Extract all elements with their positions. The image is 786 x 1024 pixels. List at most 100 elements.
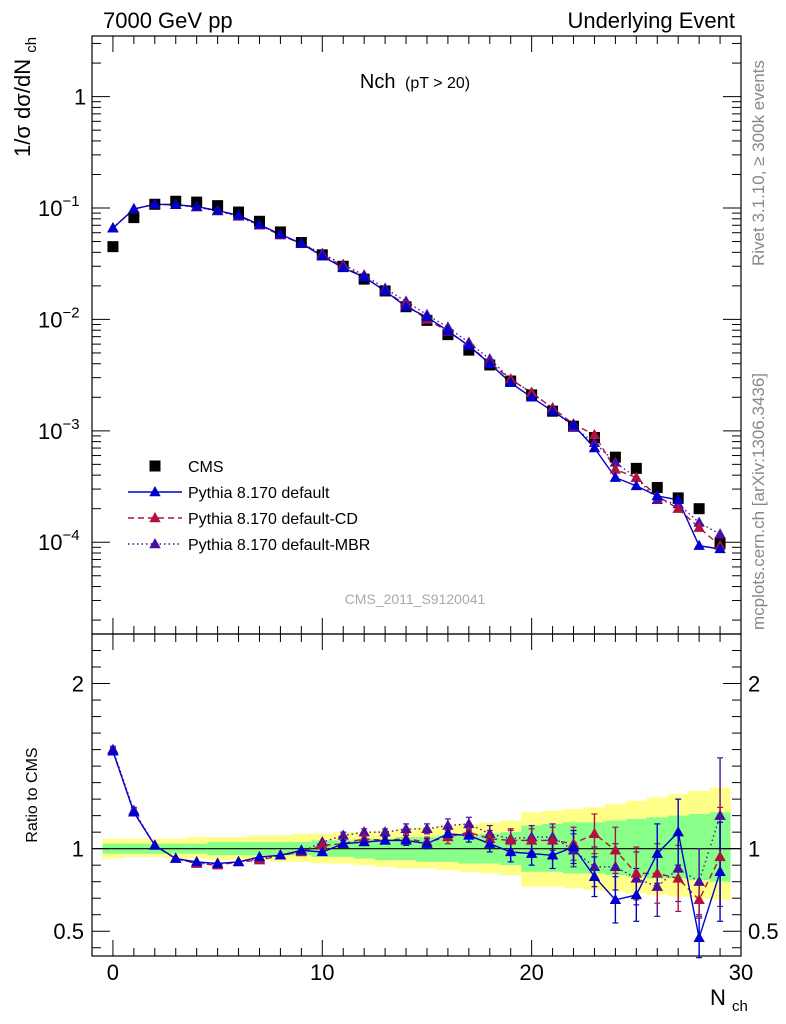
mc-point <box>253 218 266 229</box>
cms-point <box>107 241 119 253</box>
ratio-point <box>609 844 622 855</box>
x-axis-label-sub: ch <box>732 998 748 1015</box>
ratio-point <box>567 841 580 852</box>
mc-point <box>630 471 643 482</box>
mc-point <box>316 250 328 261</box>
mc-point <box>588 436 601 448</box>
mc-point <box>693 539 705 550</box>
ratio-point <box>400 822 412 834</box>
main-y-axis-label-sub: ch <box>23 37 40 53</box>
ratio-point <box>316 839 328 850</box>
ratio-point <box>211 857 224 868</box>
ratio-point <box>379 834 391 845</box>
ratio-panel: 0.5 0.5 1 1 2 2 Ratio to CMS 0 10 20 30 N ch <box>24 633 779 1015</box>
ratio-point <box>525 834 538 845</box>
ratio-ticks: 0.5 0.5 1 1 2 2 <box>53 633 779 956</box>
ratio-point <box>651 867 663 878</box>
ratio-point <box>421 837 433 848</box>
mc-point <box>358 271 370 282</box>
mc-point <box>588 428 601 440</box>
main-y-tick-labels: 110−110−210−310−4 <box>38 85 86 556</box>
plot-title: Nch (pT > 20) <box>360 71 470 93</box>
ratio-point <box>316 845 328 857</box>
mc-point <box>484 357 496 368</box>
ratio-point <box>588 860 601 872</box>
ratio-y-tick-label: 0.5 <box>53 919 84 944</box>
ratio-point <box>714 865 726 876</box>
main-y-tick-label: 10−3 <box>38 416 80 444</box>
ratio-point <box>274 849 287 860</box>
ratio-point <box>505 845 517 857</box>
legend-label: CMS <box>188 459 224 476</box>
x-tick-label: 30 <box>729 960 753 985</box>
main-panel: 110−110−210−310−4 Nch (pT > 20) CMS_2011… <box>10 35 742 635</box>
ratio-point <box>484 837 496 848</box>
main-ticks <box>91 36 742 634</box>
ratio-point <box>442 827 454 839</box>
main-y-tick-label-base: 10 <box>38 530 62 555</box>
mc-point <box>588 442 601 453</box>
ratio-point <box>337 829 349 840</box>
ratio-point <box>232 855 245 867</box>
ratio-point <box>714 850 726 862</box>
main-y-tick-label-exp: −4 <box>62 527 79 544</box>
ratio-point <box>379 826 391 837</box>
ratio-point <box>337 837 349 848</box>
cms-point <box>651 481 663 493</box>
main-y-tick-label: 10−4 <box>38 527 80 555</box>
mc-point <box>274 228 287 239</box>
mc-point <box>672 493 684 505</box>
mc-point <box>525 391 538 402</box>
ratio-band-green <box>458 835 480 864</box>
ratio-point <box>358 826 370 837</box>
ratio-point <box>295 844 308 855</box>
cms-point <box>128 212 140 224</box>
ratio-point <box>672 826 684 837</box>
mc-point <box>295 237 308 248</box>
legend-marker <box>149 512 161 523</box>
ratio-y-tick-label-right: 2 <box>748 672 760 697</box>
mc-point <box>107 222 119 233</box>
ratio-point <box>421 822 433 834</box>
ratio-point <box>693 931 705 943</box>
ratio-point <box>693 893 705 905</box>
mc-point <box>567 418 580 430</box>
x-axis-label: N ch <box>710 985 748 1015</box>
mc-point <box>400 300 412 311</box>
ratio-y-axis-label: Ratio to CMS <box>24 747 41 842</box>
ratio-point <box>149 839 161 850</box>
ratio-y-tick-label-right: 0.5 <box>748 919 779 944</box>
header-left: 7000 GeV pp <box>103 8 233 33</box>
ratio-point <box>693 875 705 886</box>
mc-point <box>672 502 684 513</box>
mc-point <box>693 521 705 532</box>
ratio-point <box>190 855 203 867</box>
x-tick-label: 20 <box>519 960 543 985</box>
mc-point <box>442 324 454 336</box>
ratio-point <box>672 872 684 883</box>
mc-point <box>609 471 622 482</box>
ratio-point <box>442 819 454 830</box>
ratio-point <box>546 834 559 845</box>
mc-point <box>149 198 161 209</box>
ratio-point <box>107 745 119 756</box>
mc-point <box>630 479 643 491</box>
main-y-tick-label-exp: −2 <box>62 304 79 321</box>
ratio-point <box>358 836 370 847</box>
mc-point <box>379 284 391 296</box>
ratio-point <box>609 860 622 872</box>
watermark: CMS_2011_S9120041 <box>345 591 486 607</box>
ratio-point <box>463 829 475 840</box>
x-axis-label-main: N <box>710 985 726 1010</box>
main-y-tick-label-exp: −1 <box>62 193 79 210</box>
ratio-series <box>107 743 726 959</box>
main-y-tick-label: 10−1 <box>38 193 80 221</box>
legend-label: Pythia 8.170 default <box>188 485 330 502</box>
mc-point <box>609 456 622 467</box>
main-y-tick-label-base: 10 <box>38 419 62 444</box>
ratio-point <box>505 834 517 845</box>
legend: CMS Pythia 8.170 default Pythia 8.170 defa… <box>128 459 370 554</box>
ratio-point <box>630 867 643 878</box>
main-y-tick-label: 1 <box>74 85 86 110</box>
